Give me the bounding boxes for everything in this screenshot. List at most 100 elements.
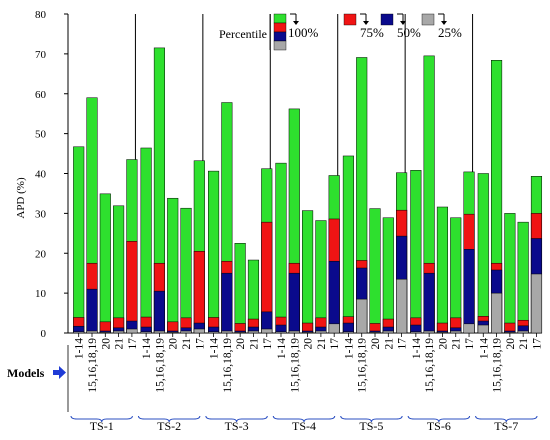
bar-segment-100pct [180,207,192,334]
right-arrow-icon [53,366,66,379]
group-label: TS-7 [494,419,518,433]
group-brace [272,415,336,423]
bar-segment-25pct [517,330,529,334]
y-tick-label: 70 [35,49,47,61]
x-category-label: 17 [531,338,543,350]
legend-swatch-p25 [273,40,287,51]
x-category-label: 20 [505,338,517,350]
legend-swatch-p50 [380,13,394,26]
bar-segment-100pct [113,205,125,334]
models-label: Models [7,366,45,380]
down-arrow-icon [290,13,299,25]
x-category-label: 20 [303,338,315,350]
bar-segment-25pct [530,273,543,334]
bar-segment-100pct [208,170,220,334]
bar-segment-75pct [193,251,205,334]
bar-segment-25pct [221,330,233,334]
arrow-head [293,21,299,25]
bar-segment-25pct [477,324,489,334]
bar-segment-100pct [302,210,314,334]
bar-segment-25pct [180,330,192,334]
bar-segment-100pct [342,155,354,334]
bar-segment-25pct [73,331,85,334]
group-brace [70,415,133,423]
x-category-label: 17 [397,338,409,350]
arrow-head [400,21,406,25]
bar-segment-100pct [167,197,179,334]
y-tick-label: 10 [35,288,47,300]
x-category-label: 20 [370,338,382,350]
x-category-label: 1-14 [478,338,490,359]
y-tick-label: 0 [41,328,47,340]
x-category-label: 21 [181,338,193,350]
y-tick-label: 50 [35,129,47,141]
group-label: TS-5 [359,419,383,433]
bar-segment-100pct [73,146,85,334]
legend-swatch-p100 [273,13,287,24]
bar-segment-25pct [208,331,220,334]
y-tick-label: 20 [35,248,47,260]
legend: Percentile 100% 75% 50% 25% [219,13,462,51]
legend-swatch-p75 [273,22,287,33]
legend-label: 75% [360,25,384,40]
bar-segment-25pct [247,330,260,334]
bar-segment-75pct [126,241,138,334]
x-category-label: 20 [235,338,247,350]
x-category-label: 1-14 [74,338,86,359]
bar-segment-25pct [491,292,503,334]
bar-segment-100pct [315,220,327,334]
bar-segment-25pct [153,330,165,334]
group-brace [407,415,471,423]
bar-segment-50pct [153,290,165,334]
down-arrow-icon [360,13,369,25]
bar-segment-50pct [463,249,475,334]
bar-segment-100pct [517,221,529,334]
y-tick-label: 40 [35,169,47,181]
bar-segment-25pct [396,278,408,334]
bar-segment-25pct [261,328,273,334]
legend-label: 25% [438,25,462,40]
bar-segment-25pct [315,330,327,334]
bar-segment-50pct [423,272,435,334]
x-category-label: 1-14 [141,338,153,359]
bar-segment-100pct [410,170,422,334]
bar-segment-50pct [221,272,233,334]
group-label: TS-6 [427,419,451,433]
legend-swatch-p25 [421,13,435,26]
bar-segment-25pct [193,328,205,334]
legend-swatch-p75 [343,13,357,26]
x-category-label: 1-14 [411,338,423,359]
bar-segment-50pct [86,288,98,334]
bar-segment-25pct [302,331,314,334]
bar-segment-100pct [234,243,246,334]
bar-segment-100pct [275,162,287,334]
bar-segment-25pct [99,331,111,334]
bar-segment-25pct [288,330,300,334]
y-tick-label: 80 [35,9,47,21]
y-tick-label: 60 [35,89,47,101]
x-category-label: 1-14 [343,338,355,359]
bar-segment-25pct [450,330,462,334]
bar-segment-25pct [463,323,475,334]
x-category-label: 20 [100,338,112,350]
bar-segment-25pct [167,331,179,334]
bar-segment-25pct [342,331,354,334]
bar-segment-25pct [140,331,152,334]
x-category-label: 15,16,18,19 [154,338,166,393]
bar-segment-25pct [504,331,516,334]
x-category-label: 21 [316,338,328,350]
x-category-label: 15,16,18,19 [87,338,99,393]
bar-segment-100pct [369,208,381,334]
arrow-head [59,366,66,379]
down-arrow-icon [438,13,447,25]
bar-segment-25pct [356,298,368,334]
x-category-label: 1-14 [276,338,288,359]
bar-segment-100pct [450,217,462,334]
bar-segment-25pct [328,323,340,334]
arrow-head [441,21,447,25]
x-category-label: 20 [168,338,180,350]
x-category-label: 17 [127,338,139,350]
legend-swatch-p50 [273,31,287,42]
y-axis-title: APD (%) [15,177,27,219]
